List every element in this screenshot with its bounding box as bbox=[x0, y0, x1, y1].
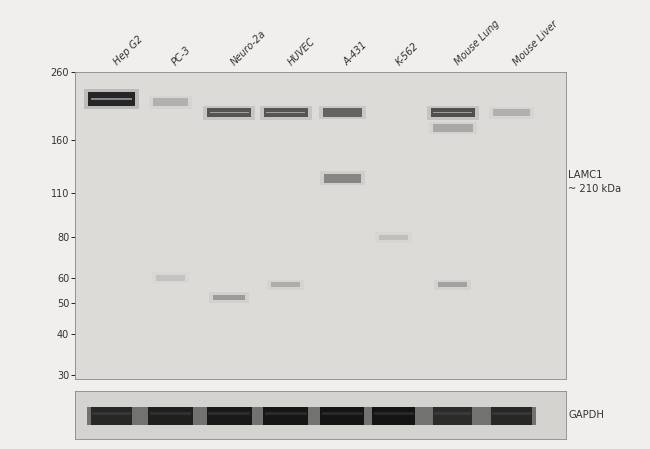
Bar bbox=[372, 407, 415, 425]
Bar bbox=[87, 407, 536, 425]
Bar bbox=[320, 171, 365, 185]
Bar bbox=[491, 407, 532, 425]
Bar bbox=[208, 412, 250, 415]
Bar bbox=[433, 112, 473, 114]
Bar bbox=[426, 106, 478, 120]
Bar bbox=[207, 108, 252, 117]
Text: K-562: K-562 bbox=[394, 40, 421, 67]
Text: Hep G2: Hep G2 bbox=[112, 34, 144, 67]
Text: Mouse Lung: Mouse Lung bbox=[452, 19, 501, 67]
Bar bbox=[320, 407, 364, 425]
Bar bbox=[374, 412, 414, 415]
Text: GAPDH: GAPDH bbox=[568, 410, 604, 420]
Bar bbox=[150, 96, 192, 109]
Text: Neuro-2a: Neuro-2a bbox=[229, 28, 268, 67]
Bar bbox=[433, 407, 473, 425]
Bar bbox=[148, 407, 192, 425]
Bar bbox=[375, 232, 412, 242]
Bar bbox=[438, 282, 467, 287]
Bar bbox=[84, 89, 139, 109]
Bar bbox=[213, 295, 245, 300]
Bar bbox=[430, 108, 474, 117]
Bar bbox=[91, 407, 133, 425]
Bar bbox=[379, 235, 408, 240]
Bar bbox=[92, 412, 131, 415]
Bar bbox=[489, 107, 534, 119]
Bar bbox=[265, 412, 307, 415]
Bar bbox=[209, 292, 249, 303]
Text: PC-3: PC-3 bbox=[170, 44, 193, 67]
Bar bbox=[322, 412, 363, 415]
Bar bbox=[434, 280, 471, 290]
Bar bbox=[264, 108, 308, 117]
Bar bbox=[207, 407, 252, 425]
Bar bbox=[318, 106, 366, 119]
Text: A-431: A-431 bbox=[342, 40, 370, 67]
Bar bbox=[210, 112, 249, 114]
Bar bbox=[88, 92, 135, 106]
Bar bbox=[322, 108, 362, 117]
Bar bbox=[203, 106, 255, 120]
Bar bbox=[324, 174, 361, 183]
Bar bbox=[492, 412, 531, 415]
Bar bbox=[260, 106, 312, 120]
Bar bbox=[267, 280, 304, 290]
Bar bbox=[428, 122, 476, 134]
Bar bbox=[434, 412, 471, 415]
Text: Mouse Liver: Mouse Liver bbox=[512, 19, 560, 67]
Bar bbox=[271, 282, 300, 287]
Bar bbox=[266, 112, 305, 114]
Bar bbox=[152, 272, 189, 283]
Text: HUVEC: HUVEC bbox=[286, 36, 317, 67]
Bar bbox=[153, 98, 188, 106]
Bar bbox=[493, 109, 530, 116]
Text: LAMC1
~ 210 kDa: LAMC1 ~ 210 kDa bbox=[568, 170, 621, 194]
Bar bbox=[432, 124, 473, 132]
Bar bbox=[263, 407, 308, 425]
Bar bbox=[91, 97, 133, 100]
Bar bbox=[156, 274, 185, 281]
Bar bbox=[150, 412, 191, 415]
